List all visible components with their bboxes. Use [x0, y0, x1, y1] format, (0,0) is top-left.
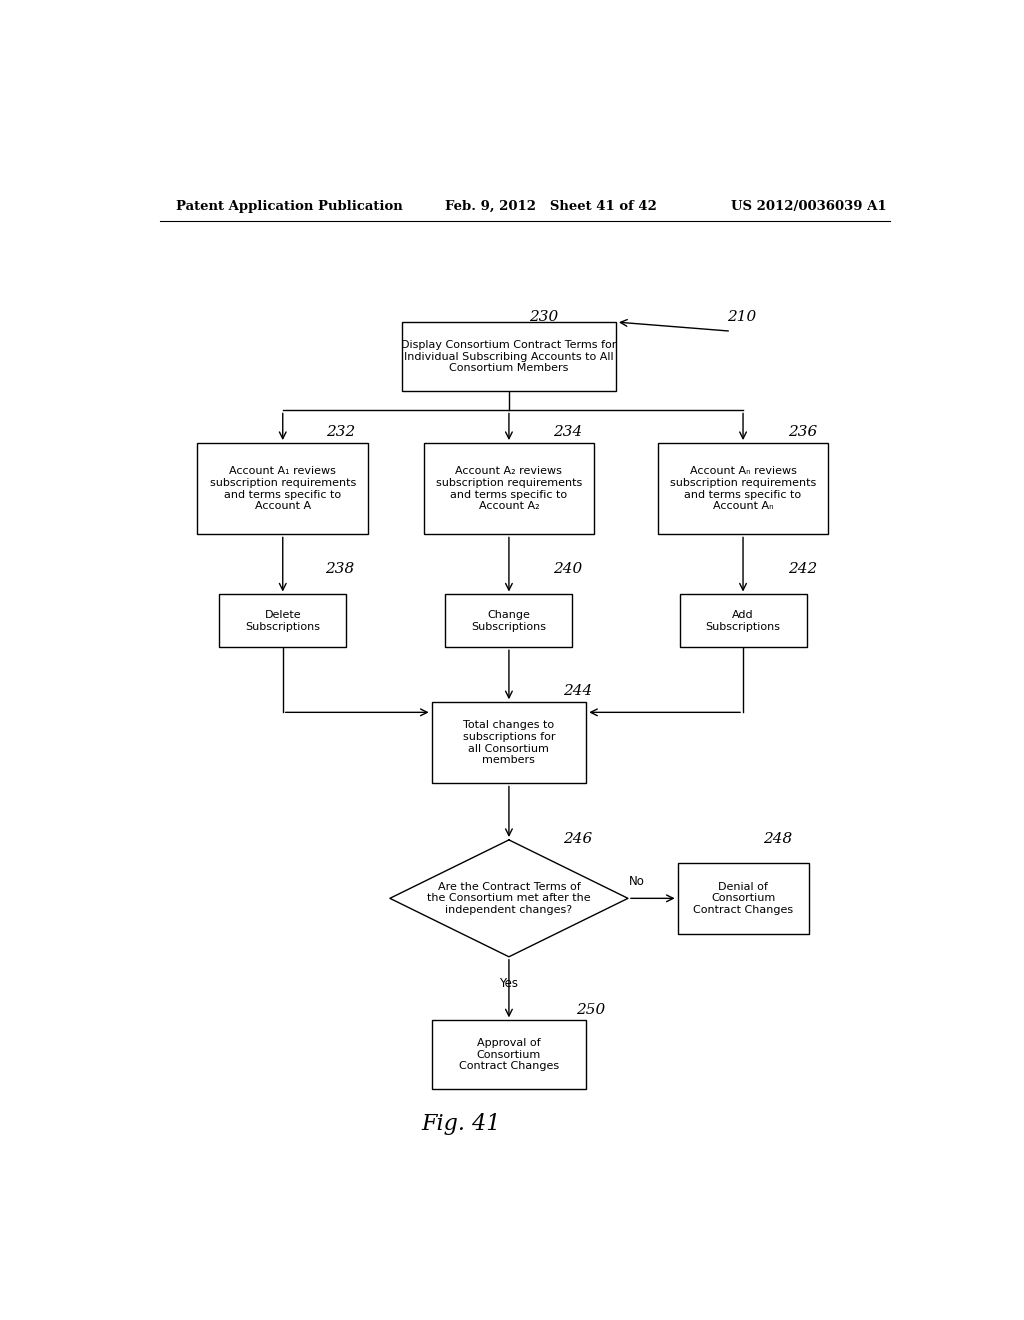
Text: 236: 236	[788, 425, 817, 438]
FancyBboxPatch shape	[424, 444, 594, 535]
Polygon shape	[390, 840, 628, 957]
FancyBboxPatch shape	[401, 322, 616, 391]
Text: 238: 238	[325, 562, 354, 576]
Text: Feb. 9, 2012   Sheet 41 of 42: Feb. 9, 2012 Sheet 41 of 42	[445, 199, 657, 213]
Text: 240: 240	[553, 562, 582, 576]
Text: Denial of
Consortium
Contract Changes: Denial of Consortium Contract Changes	[693, 882, 794, 915]
Text: 234: 234	[553, 425, 582, 438]
FancyBboxPatch shape	[678, 863, 809, 935]
FancyBboxPatch shape	[657, 444, 828, 535]
Text: Account A₁ reviews
subscription requirements
and terms specific to
Account A: Account A₁ reviews subscription requirem…	[210, 466, 356, 511]
Text: 250: 250	[577, 1003, 605, 1018]
Text: Fig. 41: Fig. 41	[422, 1113, 501, 1135]
Text: 242: 242	[788, 562, 817, 576]
Text: Account A₂ reviews
subscription requirements
and terms specific to
Account A₂: Account A₂ reviews subscription requirem…	[436, 466, 582, 511]
Text: 244: 244	[563, 684, 592, 698]
Text: Display Consortium Contract Terms for
Individual Subscribing Accounts to All
Con: Display Consortium Contract Terms for In…	[401, 341, 616, 374]
FancyBboxPatch shape	[431, 1020, 587, 1089]
Text: Delete
Subscriptions: Delete Subscriptions	[246, 610, 321, 632]
Text: Change
Subscriptions: Change Subscriptions	[471, 610, 547, 632]
Text: Add
Subscriptions: Add Subscriptions	[706, 610, 780, 632]
FancyBboxPatch shape	[445, 594, 572, 647]
Text: Account Aₙ reviews
subscription requirements
and terms specific to
Account Aₙ: Account Aₙ reviews subscription requirem…	[670, 466, 816, 511]
Text: 232: 232	[327, 425, 355, 438]
FancyBboxPatch shape	[219, 594, 346, 647]
FancyBboxPatch shape	[431, 702, 587, 784]
FancyBboxPatch shape	[680, 594, 807, 647]
Text: Are the Contract Terms of
the Consortium met after the
independent changes?: Are the Contract Terms of the Consortium…	[427, 882, 591, 915]
Text: 246: 246	[563, 833, 592, 846]
Text: 210: 210	[727, 310, 757, 323]
Text: Approval of
Consortium
Contract Changes: Approval of Consortium Contract Changes	[459, 1039, 559, 1072]
Text: 230: 230	[528, 310, 558, 323]
Text: Patent Application Publication: Patent Application Publication	[176, 199, 402, 213]
FancyBboxPatch shape	[198, 444, 368, 535]
Text: Total changes to
subscriptions for
all Consortium
members: Total changes to subscriptions for all C…	[463, 721, 555, 766]
Text: 248: 248	[763, 833, 793, 846]
Text: No: No	[629, 875, 645, 888]
Text: Yes: Yes	[500, 977, 518, 990]
Text: US 2012/0036039 A1: US 2012/0036039 A1	[731, 199, 887, 213]
